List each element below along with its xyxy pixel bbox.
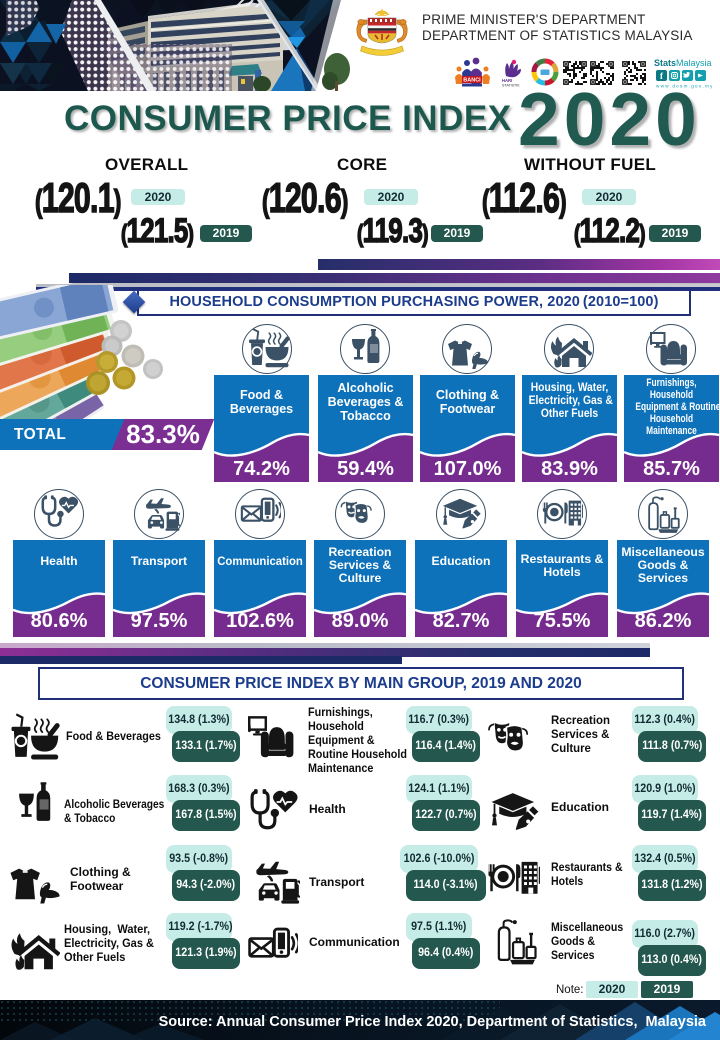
svg-text:w w w . d o s m . g o v . m y: w w w . d o s m . g o v . m y	[656, 84, 712, 89]
svg-text:HARI: HARI	[502, 78, 512, 83]
svg-text:STATISTIK: STATISTIK	[502, 84, 520, 88]
svg-text:f: f	[660, 71, 664, 81]
svg-text:Source: Annual Consumer Price: Source: Annual Consumer Price Index 2020…	[159, 1014, 707, 1030]
svg-text:BANCI: BANCI	[463, 78, 481, 84]
svg-text:StatsMalaysia: StatsMalaysia	[654, 58, 712, 68]
